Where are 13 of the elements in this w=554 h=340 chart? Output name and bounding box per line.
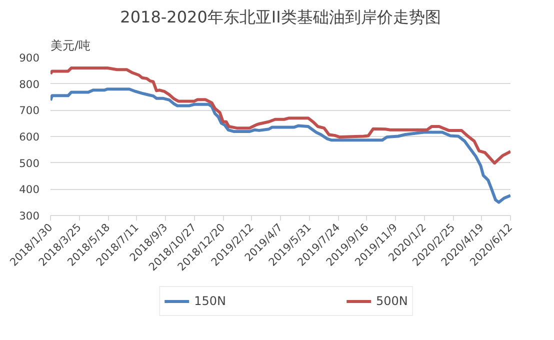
y-tick-label: 300 bbox=[19, 210, 40, 222]
legend-label: 150N bbox=[194, 294, 226, 308]
chart-title: 2018-2020年东北亚II类基础油到岸价走势图 bbox=[120, 8, 441, 26]
legend-label: 500N bbox=[376, 294, 408, 308]
y-tick-label: 500 bbox=[19, 156, 40, 170]
y-tick-label: 700 bbox=[19, 104, 40, 118]
y-tick-label: 400 bbox=[19, 183, 40, 196]
y-tick-label: 600 bbox=[19, 130, 40, 144]
line-series bbox=[50, 66, 510, 165]
y-tick-label: 900 bbox=[19, 52, 40, 64]
y-tick-label: 800 bbox=[19, 78, 40, 91]
line-series bbox=[50, 88, 510, 204]
y-axis-title: 美元/吨 bbox=[50, 38, 91, 52]
